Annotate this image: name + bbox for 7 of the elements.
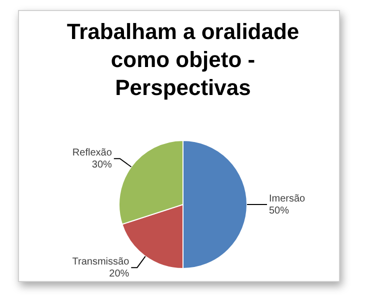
- slice-label: Imersão: [269, 193, 306, 204]
- chart-title: Trabalham a oralidade como objeto - Perspectivas: [66, 18, 300, 102]
- slice-label: Transmissão: [72, 256, 130, 268]
- data-label: 50%: [269, 205, 290, 216]
- data-label: 30%: [92, 159, 112, 170]
- data-label: 20%: [109, 268, 130, 280]
- slice-label: Reflexão: [72, 147, 112, 158]
